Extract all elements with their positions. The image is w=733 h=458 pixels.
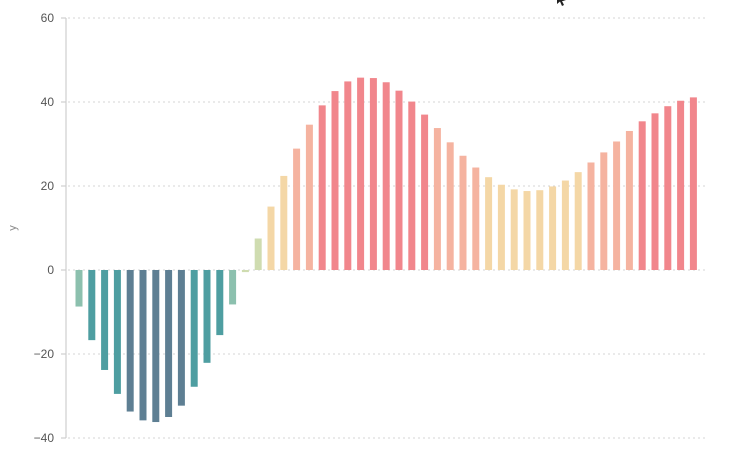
bar <box>75 270 83 307</box>
bar <box>523 191 531 270</box>
bar <box>549 186 557 270</box>
y-axis-title: y <box>7 225 19 231</box>
bar <box>190 270 198 387</box>
gridlines <box>68 17 706 439</box>
bar <box>126 270 134 412</box>
bar <box>165 270 173 417</box>
bar <box>293 148 301 270</box>
bar <box>485 177 493 270</box>
bar <box>267 206 275 270</box>
y-tick-label: 60 <box>41 11 55 25</box>
bar <box>459 155 467 270</box>
bar <box>280 175 288 270</box>
y-tick-label: 40 <box>41 95 55 109</box>
bar <box>625 130 633 270</box>
bar <box>638 121 646 270</box>
y-tick-label: −40 <box>34 431 55 445</box>
bar <box>561 180 569 270</box>
y-tick-label: −20 <box>34 347 55 361</box>
bar <box>536 190 544 270</box>
bar <box>229 270 237 305</box>
bar <box>677 100 685 271</box>
bar <box>497 184 505 270</box>
bar <box>203 270 211 363</box>
bar <box>395 90 403 270</box>
bar <box>101 270 109 370</box>
bars <box>75 77 697 423</box>
bar <box>305 124 313 271</box>
bar <box>152 270 160 423</box>
bar <box>664 106 672 270</box>
bar <box>254 238 262 270</box>
bar <box>216 270 224 336</box>
bar <box>357 77 365 270</box>
bar <box>689 97 697 270</box>
bar <box>446 142 454 270</box>
tick-labels: −40 −20 0 20 40 60 <box>34 11 55 445</box>
bar <box>421 114 429 270</box>
bar <box>369 78 377 270</box>
bar <box>408 101 416 270</box>
bar <box>113 270 121 394</box>
mouse-cursor-icon <box>557 0 566 6</box>
bar <box>331 91 339 270</box>
bar <box>651 113 659 270</box>
bar <box>574 172 582 270</box>
bar <box>510 189 518 270</box>
y-tick-label: 0 <box>47 263 54 277</box>
bar <box>382 82 390 270</box>
axes <box>61 17 67 439</box>
bar <box>613 141 621 270</box>
bar <box>318 105 326 270</box>
bar <box>433 128 441 270</box>
bar <box>344 81 352 270</box>
bar <box>472 167 480 270</box>
bar <box>177 270 185 406</box>
bar <box>587 162 595 270</box>
bar <box>88 270 96 341</box>
y-tick-label: 20 <box>41 179 55 193</box>
bar <box>241 270 249 273</box>
bar <box>139 270 147 421</box>
bar <box>600 152 608 270</box>
